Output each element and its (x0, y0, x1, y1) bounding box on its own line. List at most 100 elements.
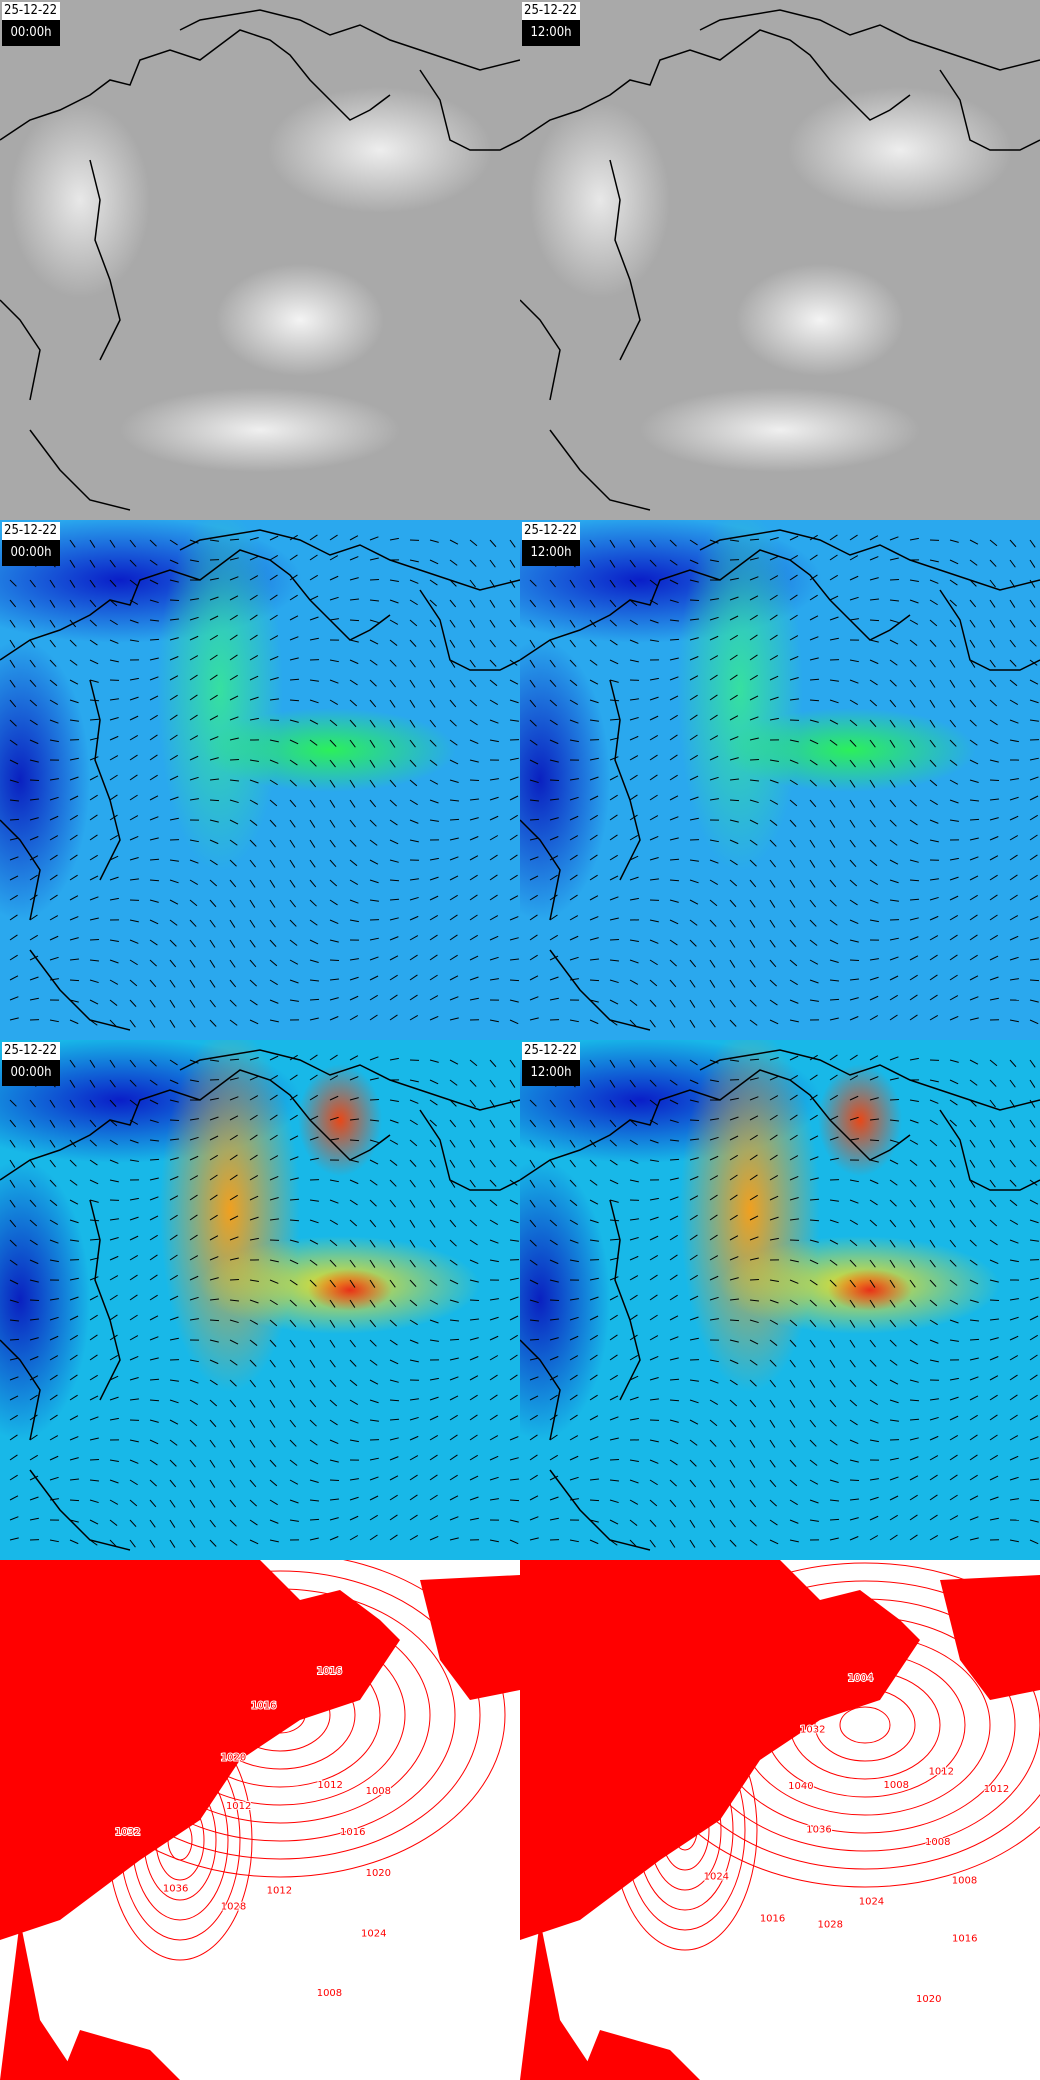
wind-arrow (49, 956, 59, 961)
wind-arrow (749, 595, 759, 601)
wind-arrow (289, 939, 298, 946)
wind-arrow (269, 899, 276, 908)
wind-arrow (529, 1474, 538, 1481)
wind-arrow (829, 1094, 838, 1101)
wind-arrow (949, 1319, 959, 1324)
wind-arrow (909, 1399, 920, 1402)
wind-arrow (469, 1239, 478, 1246)
wind-arrow (69, 1159, 77, 1167)
wind-low-panel-12h: 25-12-22 12:00h (520, 520, 1040, 1040)
isobar-low (672, 1809, 698, 1851)
wind-arrow (889, 536, 899, 541)
wind-arrow (489, 935, 499, 941)
wind-arrow (649, 1479, 658, 1486)
wind-arrow (829, 1419, 837, 1427)
wind-arrow (529, 1338, 540, 1341)
wind-arrow (629, 659, 639, 663)
wind-arrow (789, 1479, 798, 1487)
wind-arrow (969, 1495, 979, 1501)
wind-arrow (709, 1539, 716, 1548)
wind-arrow (249, 1519, 258, 1526)
coastline (520, 299, 561, 401)
wind-arrow (589, 1334, 598, 1341)
wind-arrow (709, 1439, 717, 1447)
wind-arrow (769, 839, 777, 847)
wind-arrow (769, 1399, 776, 1408)
wind-arrow (9, 1454, 18, 1461)
wind-arrow (69, 659, 78, 666)
wind-arrow (889, 1514, 898, 1521)
wind-arrow (349, 1339, 356, 1348)
wind-arrow (129, 1254, 139, 1261)
wind-arrow (449, 1159, 456, 1168)
wind-arrow (509, 874, 518, 881)
wind-arrow (369, 659, 378, 666)
wind-arrow (569, 1414, 578, 1421)
wind-arrow (1029, 1457, 1039, 1461)
wind-arrow (749, 839, 758, 846)
wind-arrow (89, 1295, 99, 1301)
time-label: 00:00h (2, 1060, 60, 1086)
wind-arrow (949, 559, 959, 565)
wind-arrow (629, 1236, 639, 1241)
wind-arrow (569, 1394, 578, 1401)
wind-arrow (269, 1539, 279, 1543)
wind-arrow (649, 1197, 659, 1201)
wind-arrow (849, 719, 858, 727)
wind-arrow (969, 856, 979, 861)
wind-arrow (509, 814, 518, 821)
wind-arrow (309, 574, 318, 581)
wind-arrow (349, 1399, 359, 1405)
wind-arrow (149, 1499, 157, 1508)
coastline (89, 679, 121, 881)
wind-arrow (709, 1275, 719, 1281)
wind-arrow (229, 799, 239, 804)
wind-arrow (529, 739, 538, 746)
wind-arrow (289, 1439, 297, 1447)
date-label: 25-12-22 (2, 2, 60, 20)
wind-arrow (9, 856, 19, 861)
wind-arrow (49, 619, 56, 628)
wind-arrow (809, 1299, 817, 1307)
wind-arrow (169, 656, 179, 661)
wind-arrow (289, 819, 296, 828)
wind-arrow (69, 776, 79, 781)
wind-arrow (629, 959, 639, 964)
wind-arrow (729, 634, 738, 641)
wind-arrow (729, 1439, 736, 1448)
wind-arrow (9, 1516, 19, 1521)
wind-arrow (869, 879, 879, 885)
wind-arrow (489, 1239, 499, 1244)
wind-arrow (609, 619, 617, 627)
wind-arrow (869, 1535, 879, 1541)
wind-arrow (69, 979, 80, 982)
wind-arrow (129, 1377, 139, 1381)
wind-arrow (969, 739, 978, 746)
isobar-high (714, 1616, 1016, 1834)
wind-arrow (849, 1016, 859, 1021)
wind-arrow (369, 1239, 376, 1248)
wind-arrow (269, 1439, 276, 1448)
wind-arrow (1029, 1334, 1038, 1341)
wind-arrow (729, 839, 739, 845)
wind-arrow (509, 1519, 519, 1523)
wind-arrow (49, 599, 56, 608)
wind-arrow (969, 1219, 977, 1228)
wind-arrow (569, 1119, 576, 1128)
wind-arrow (369, 899, 379, 902)
wind-arrow (9, 739, 18, 746)
wind-arrow (389, 679, 396, 688)
wind-arrow (469, 679, 477, 688)
coastline (549, 949, 651, 1031)
wind-arrow (949, 799, 959, 804)
wind-arrow (249, 717, 259, 721)
wind-arrow (549, 1299, 560, 1302)
wind-arrow (949, 539, 959, 543)
wind-arrow (729, 715, 739, 721)
wind-arrow (529, 1434, 538, 1441)
wind-arrow (149, 837, 159, 841)
wind-arrow (789, 959, 798, 967)
wind-arrow (69, 757, 79, 761)
wind-arrow (749, 1519, 757, 1527)
wind-arrow (429, 1454, 438, 1461)
